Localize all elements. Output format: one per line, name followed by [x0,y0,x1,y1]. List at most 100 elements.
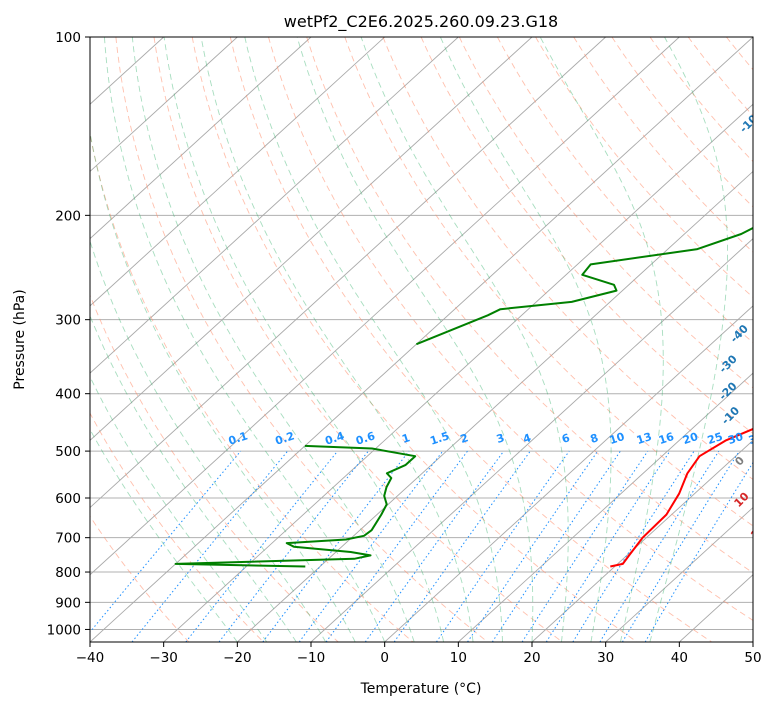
moist-adiabat-line [539,37,664,642]
dry-adiabat-line [229,37,712,642]
x-tick-label: 0 [380,650,389,666]
x-tick-label: 50 [744,650,761,666]
dry-adiabat-label: -30 [717,352,740,375]
x-tick-label: −40 [76,650,105,666]
moist-adiabat-line [103,37,386,642]
isotherm-line [90,37,385,307]
mixing-ratio-line [545,450,671,642]
x-tick-label: −20 [223,650,252,666]
mixing-ratio-line [599,450,720,642]
isotherm-line [90,37,680,576]
moist-adiabat-line [131,37,415,642]
mixing-ratio-label: 3 [495,431,506,446]
y-tick-label: 500 [55,444,81,460]
annotations: 0.1 0.2 0.4 0.6 1 1.5 2 3 4 6 8 10 13 16 20 25 30 36-100-… [227,107,775,568]
moist-adiabat-line [244,37,503,642]
moist-adiabat-line [90,314,297,642]
dry-adiabat-label: 20 [748,521,768,541]
y-tick-label: 400 [55,387,81,403]
y-axis-label: Pressure (hPa) [12,289,28,389]
mixing-ratio-label: 0.4 [323,429,346,447]
dry-adiabat-line [268,37,753,621]
moist-adiabat-line [90,239,327,642]
plot-frame [89,36,754,643]
x-axis: −40 −30 −20 −10 0 10 20 30 40 50 [76,642,762,666]
x-tick-label: −10 [297,650,326,666]
mixing-ratio-label: 36 [747,430,766,447]
mixing-ratio-line [298,450,444,642]
isotherm-line [90,37,606,509]
moist-adiabat-line [90,428,238,642]
mixing-ratio-line [325,450,468,642]
dry-adiabat-label: 0 [732,454,747,469]
dry-adiabat-line [382,37,753,481]
x-tick-label: 30 [597,650,614,666]
mixing-ratio-label: 30 [726,430,745,447]
chart-title: wetPf2_C2E6.2025.260.09.23.G18 [284,12,558,32]
mixing-ratio-line [90,450,242,633]
mixing-ratio-label: 8 [589,431,600,446]
isotherm-line [90,37,459,374]
mixing-ratio-line [435,450,570,642]
mixing-ratio-line [262,450,410,642]
y-tick-label: 600 [55,491,81,507]
mixing-ratio-label: 6 [560,431,572,446]
profile-lines [174,226,753,568]
dewpoint-profile [416,226,753,346]
moist-adiabat-line [200,37,474,642]
dry-adiabat-line [90,294,339,642]
mixing-ratio-line [131,450,288,642]
isotherm-line [90,37,312,240]
dry-adiabat-line [191,37,638,642]
mixing-ratio-label: 0.6 [354,429,377,447]
dry-adiabat-line [306,37,753,574]
isotherm-line [605,506,753,642]
mixing-ratio-label: 2 [459,431,470,446]
y-axis: 100 200 300 400 500 600 700 800 900 1000 [47,30,90,638]
y-tick-label: 1000 [47,622,81,638]
moist-adiabat-line [90,375,268,642]
dry-adiabat-line [344,37,753,527]
mixing-ratio-line [185,450,338,642]
moist-adiabat-line [360,37,569,642]
mixing-ratio-label: 20 [681,430,700,447]
dry-adiabat-line [90,131,414,642]
mixing-ratio-line [621,450,740,642]
isotherm-line [531,439,753,642]
background-lines [90,37,775,642]
mixing-ratio-line [491,450,621,642]
y-tick-label: 100 [55,30,81,46]
isotherm-line [90,37,753,642]
dry-adiabat-label: -10 [719,404,742,427]
moist-adiabat-line [163,37,445,642]
dry-adiabat-line [573,37,753,253]
dry-adiabat-label: 30 [756,548,775,568]
y-tick-label: 700 [55,531,81,547]
dry-adiabat-label: -20 [716,379,739,402]
dry-adiabat-line [765,37,775,642]
mixing-ratio-label: 1 [400,431,411,446]
x-tick-label: 20 [523,650,540,666]
mixing-ratio-line [572,450,695,642]
x-tick-label: 10 [450,650,467,666]
isotherm-line [237,170,753,642]
isotherm-line [752,641,753,642]
y-tick-label: 900 [55,595,81,611]
dry-adiabat-line [649,37,753,163]
x-tick-label: −30 [149,650,178,666]
y-tick-label: 800 [55,565,81,581]
mixing-ratio-line [393,450,531,642]
isotherm-line [90,37,238,173]
mixing-ratio-label: 25 [706,430,725,447]
isotherm-line [90,37,533,441]
dry-adiabat-label: -60 [756,242,775,265]
x-tick-label: 40 [671,650,688,666]
mixing-ratio-label: 0.1 [227,429,250,447]
mixing-ratio-label: 16 [657,430,676,447]
moist-adiabat-line [439,37,612,642]
mixing-ratio-line [364,450,505,642]
dry-adiabat-label: 10 [732,490,752,510]
mixing-ratio-line [521,450,649,642]
mixing-ratio-label: 1.5 [428,429,451,447]
